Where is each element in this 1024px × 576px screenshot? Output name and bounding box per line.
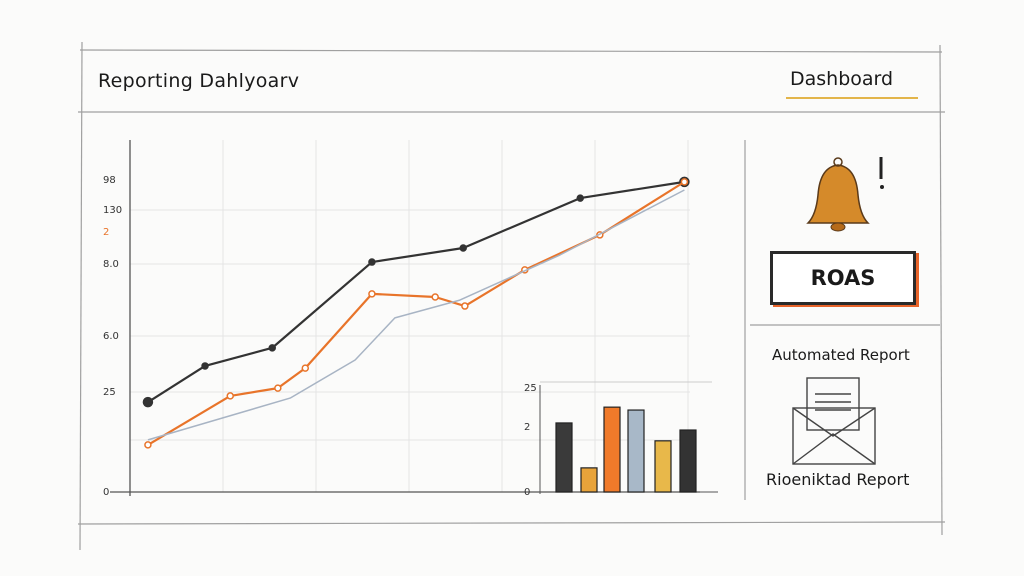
bar-chart: 0 2 25 xyxy=(524,381,718,498)
series-line xyxy=(147,180,685,446)
data-point xyxy=(144,441,152,449)
data-point xyxy=(201,362,209,370)
bar xyxy=(679,429,697,493)
bar xyxy=(580,467,598,493)
bar xyxy=(654,440,672,493)
active-tab-underline xyxy=(786,97,918,99)
frame xyxy=(77,41,946,551)
y-tick-label: 8.0 xyxy=(103,259,119,270)
tab-dashboard[interactable]: Dashboard xyxy=(790,68,894,90)
bell-icon xyxy=(806,157,884,232)
bar-y-tick-label: 2 xyxy=(524,422,530,433)
y-tick-label: 130 xyxy=(103,205,122,216)
y-tick-label: 6.0 xyxy=(103,331,119,342)
received-report-link[interactable]: Rioeniktad Report xyxy=(766,470,910,489)
y-tick-label: 25 xyxy=(103,387,116,398)
data-point xyxy=(459,244,467,252)
roas-button[interactable]: ROAS xyxy=(770,251,916,305)
bar xyxy=(555,422,573,493)
y-tick-label: 2 xyxy=(103,227,109,238)
y-tick-label: 0 xyxy=(103,487,109,498)
bar xyxy=(627,409,645,493)
envelope-letter-icon xyxy=(792,377,876,465)
data-point xyxy=(680,178,689,186)
y-tick-label: 98 xyxy=(103,175,116,186)
data-point xyxy=(301,364,310,372)
series-line xyxy=(147,180,685,404)
automated-report-label: Automated Report xyxy=(772,346,910,364)
data-point xyxy=(226,392,234,400)
bar-y-tick-label: 0 xyxy=(524,487,530,498)
data-point xyxy=(368,290,376,298)
data-point xyxy=(142,396,154,408)
data-point xyxy=(274,384,282,392)
data-point xyxy=(461,302,469,310)
data-point xyxy=(268,344,276,352)
bar xyxy=(603,406,621,493)
data-point xyxy=(576,194,584,202)
data-point xyxy=(368,258,376,266)
bar-y-tick-label: 25 xyxy=(524,383,537,394)
page-title: Reporting Dahlyoarv xyxy=(98,70,300,92)
data-point xyxy=(431,293,439,301)
series-line xyxy=(147,189,685,441)
